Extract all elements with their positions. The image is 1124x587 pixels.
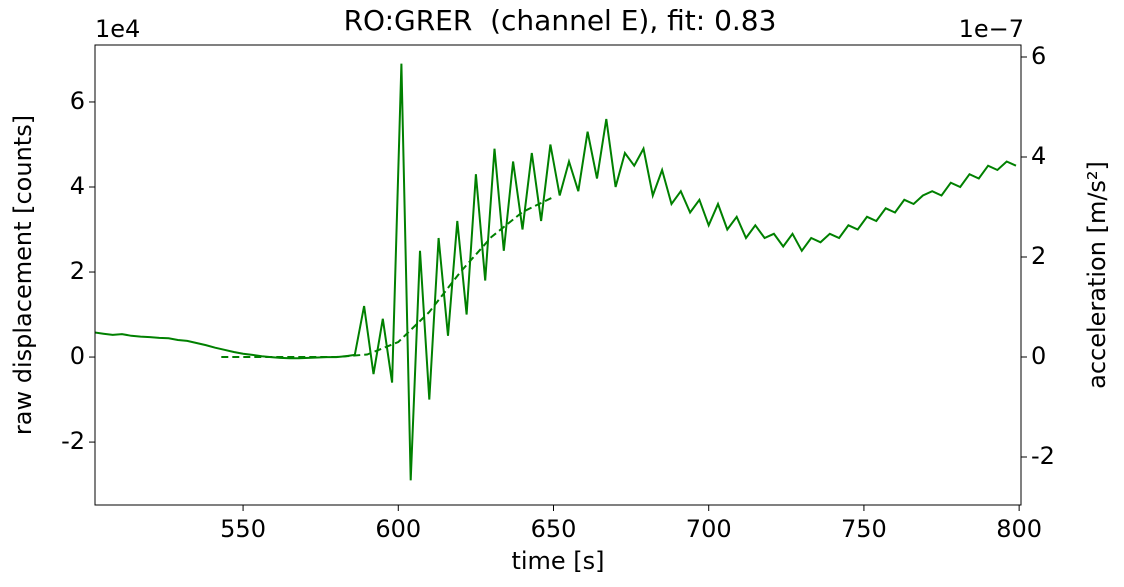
y2-axis-label: acceleration [m/s²] bbox=[1083, 161, 1111, 389]
y-axis-label: raw displacement [counts] bbox=[9, 115, 37, 435]
y2-tick-label: 4 bbox=[1031, 142, 1046, 170]
y2-tick-label: 0 bbox=[1031, 342, 1046, 370]
x-tick-label: 750 bbox=[841, 515, 887, 543]
x-axis-label: time [s] bbox=[511, 547, 604, 575]
y-tick-label: 6 bbox=[70, 87, 85, 115]
y-offset-label: 1e4 bbox=[95, 15, 140, 43]
data-line bbox=[221, 196, 554, 358]
data-line bbox=[95, 63, 1017, 481]
y-tick-label: -2 bbox=[61, 427, 85, 455]
plot-frame bbox=[94, 44, 1022, 506]
y-tick-label: 2 bbox=[70, 257, 85, 285]
y2-tick-label: 2 bbox=[1031, 242, 1046, 270]
x-tick-label: 650 bbox=[531, 515, 577, 543]
x-tick-label: 800 bbox=[996, 515, 1042, 543]
y2-offset-label: 1e−7 bbox=[959, 15, 1024, 43]
x-tick-label: 600 bbox=[375, 515, 421, 543]
y-tick-label: 4 bbox=[70, 172, 85, 200]
y2-tick-label: 6 bbox=[1031, 42, 1046, 70]
chart-title: RO:GRER (channel E), fit: 0.83 bbox=[344, 4, 777, 37]
x-tick-label: 700 bbox=[686, 515, 732, 543]
y2-tick-label: -2 bbox=[1031, 442, 1055, 470]
x-tick-label: 550 bbox=[220, 515, 266, 543]
y-tick-label: 0 bbox=[70, 342, 85, 370]
